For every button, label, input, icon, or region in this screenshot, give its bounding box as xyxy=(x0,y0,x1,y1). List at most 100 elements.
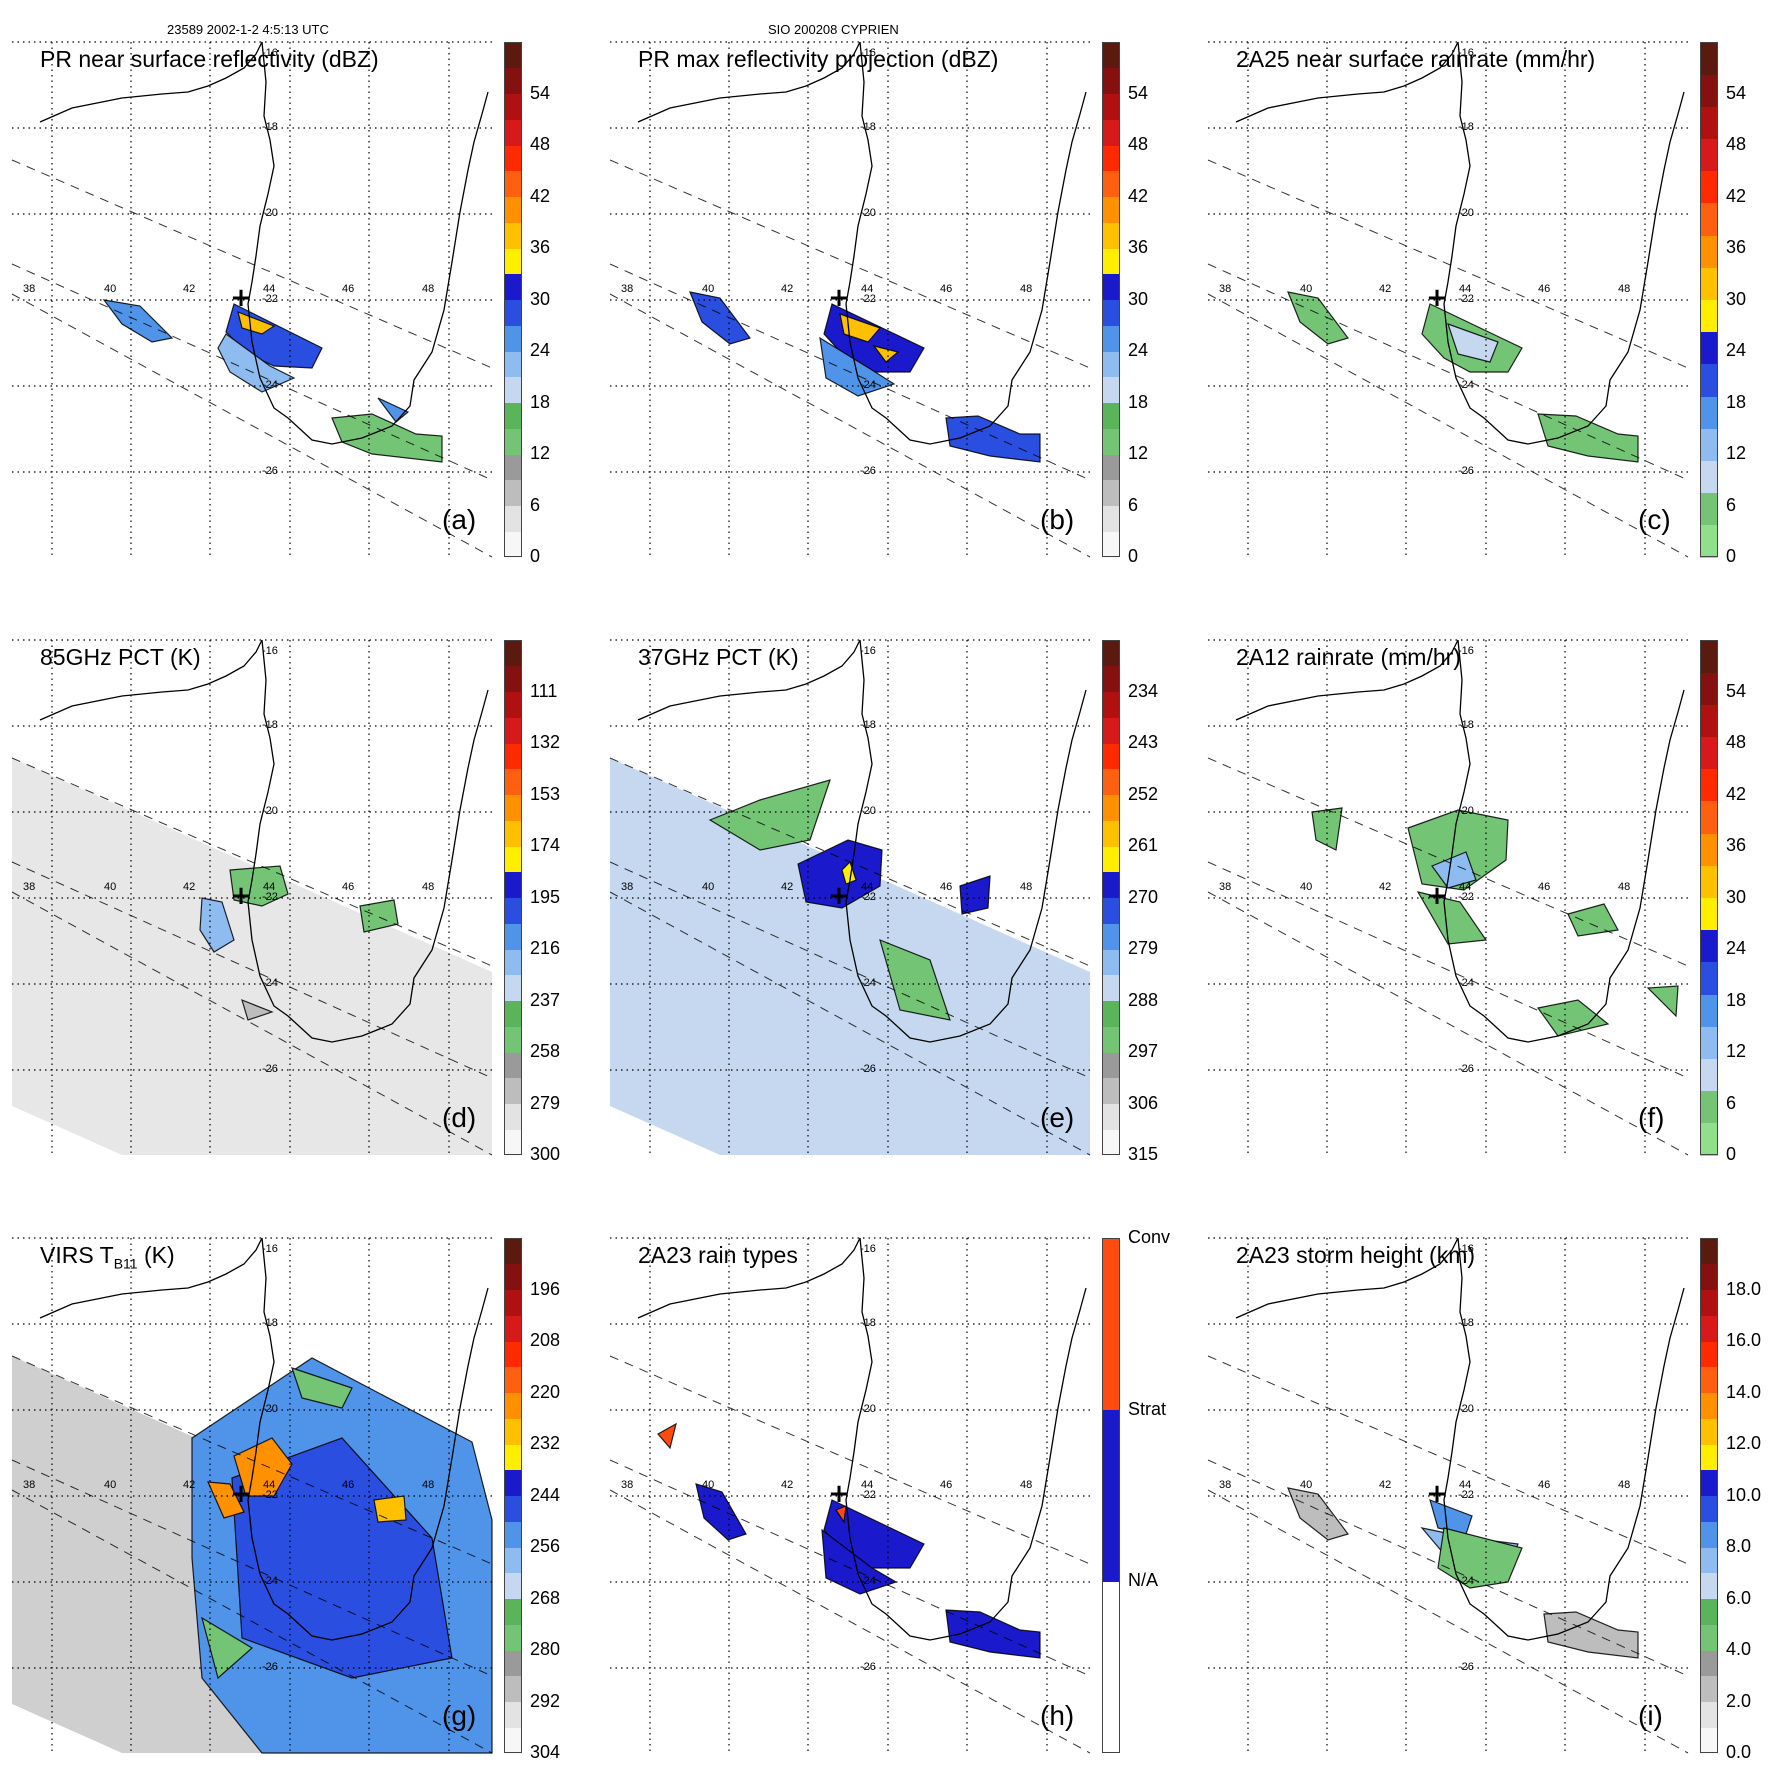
panel-letter: (d) xyxy=(442,1102,477,1133)
lat-tick-label: -20 xyxy=(860,207,876,219)
lat-tick-label: -20 xyxy=(262,207,278,219)
swath-edge-line xyxy=(11,293,493,558)
colorbar-segment xyxy=(1700,865,1718,898)
panel-title-text: 37GHz PCT (K) xyxy=(638,644,799,670)
colorbar-segment xyxy=(1700,1701,1718,1728)
swath-edge-line xyxy=(11,1489,493,1754)
lon-tick-label: 42 xyxy=(781,881,793,893)
colorbar-border xyxy=(1102,640,1120,1155)
colorbar-segment xyxy=(1700,1521,1718,1548)
lat-tick-label: -18 xyxy=(1458,121,1474,133)
lat-tick-label: -20 xyxy=(860,1403,876,1415)
data-region xyxy=(1287,291,1349,345)
colorbar-segment xyxy=(1700,1366,1718,1393)
lat-tick-label: -16 xyxy=(262,47,278,59)
colorbar-segment xyxy=(504,299,522,326)
colorbar-h xyxy=(1102,1238,1120,1754)
colorbar-label: Strat xyxy=(1128,1398,1167,1419)
colorbar-segment xyxy=(504,1000,522,1027)
colorbar-label: 268 xyxy=(530,1587,561,1608)
data-region xyxy=(835,1505,847,1524)
colorbar-segment xyxy=(504,1495,522,1522)
colorbar-segment xyxy=(504,325,522,352)
colorbar-label: 54 xyxy=(530,82,551,103)
colorbar-label: 30 xyxy=(1128,288,1149,309)
colorbar-label: 24 xyxy=(1726,938,1747,958)
colorbar-segment xyxy=(504,665,522,692)
data-region xyxy=(1287,1487,1349,1541)
lat-tick-label: -26 xyxy=(860,465,876,477)
colorbar-segment xyxy=(504,1444,522,1471)
colorbar-label: 300 xyxy=(530,1144,561,1164)
panel-title-subscript: B11 xyxy=(113,1255,138,1272)
data-region xyxy=(945,1609,1041,1659)
data-region xyxy=(201,1616,254,1680)
coastline xyxy=(637,1237,1087,1641)
lon-tick-label: 42 xyxy=(781,283,793,295)
data-region xyxy=(1447,323,1499,363)
colorbar-segment xyxy=(504,42,522,69)
lon-tick-label: 44 xyxy=(1459,283,1471,295)
data-region xyxy=(657,1422,677,1450)
data-region xyxy=(1416,891,1488,945)
colorbar-label: 36 xyxy=(1726,835,1747,855)
data-region xyxy=(797,839,883,909)
colorbar-label: 280 xyxy=(530,1639,561,1659)
storm-center-marker: + xyxy=(828,283,850,313)
coastline xyxy=(39,639,489,1043)
lat-tick-label: -18 xyxy=(860,121,876,133)
swath-edge-line xyxy=(11,1459,493,1677)
data-region xyxy=(373,1495,407,1523)
colorbar-segment xyxy=(1700,138,1718,172)
panel-title-text: PR near surface reflectivity (dBZ) xyxy=(40,46,379,72)
lon-tick-label: 38 xyxy=(621,283,633,295)
data-region xyxy=(199,897,235,953)
colorbar-segment xyxy=(1700,1495,1718,1522)
panel-e: 38 40 42 44 46 48 -16 -18 -20 -22 -24 -26 +37GHz PCT… xyxy=(609,639,1158,1164)
panel-title: 2A23 storm height (km) xyxy=(1236,1242,1475,1269)
panel-letter: (i) xyxy=(1638,1700,1663,1731)
lat-tick-label: -18 xyxy=(860,1317,876,1329)
data-region xyxy=(1543,1611,1639,1659)
colorbar-label: 261 xyxy=(1128,835,1159,855)
data-region xyxy=(331,413,443,463)
lat-tick-label: -16 xyxy=(1458,1243,1474,1255)
data-region xyxy=(102,299,174,343)
lon-tick-label: 44 xyxy=(861,881,873,893)
lon-tick-label: 44 xyxy=(263,283,275,295)
colorbar-segment xyxy=(504,820,522,847)
colorbar-border xyxy=(1102,1238,1120,1753)
lat-tick-label: -16 xyxy=(262,1243,278,1255)
colorbar-border xyxy=(504,1238,522,1753)
panel-title-text: 2A12 rainrate (mm/hr) xyxy=(1236,644,1461,670)
colorbar-segment xyxy=(1102,505,1120,532)
colorbar-label: 237 xyxy=(530,989,561,1010)
colorbar-segment xyxy=(504,1315,522,1342)
colorbar-segment xyxy=(1102,820,1120,847)
lat-tick-label: -20 xyxy=(1458,1403,1474,1415)
lat-tick-label: -26 xyxy=(860,1661,876,1673)
colorbar-segment xyxy=(1102,170,1120,197)
panel-title: VIRS TB11 (K) xyxy=(40,1242,175,1272)
colorbar-label: 30 xyxy=(530,288,551,309)
lon-tick-label: 48 xyxy=(422,1479,434,1491)
colorbar-segment xyxy=(504,1026,522,1053)
panel-letter: (f) xyxy=(1638,1102,1665,1133)
panel-b: 38 40 42 44 46 48 -16 -18 -20 -22 -24 -26 + PR max re… xyxy=(609,41,1150,566)
data-region xyxy=(237,311,276,335)
lat-tick-label: -22 xyxy=(860,1489,876,1501)
colorbar-segment xyxy=(1700,1263,1718,1290)
map-g: 38 40 42 44 46 48 -16 -18 -20 -22 -24 -26 + xyxy=(11,1237,493,1754)
colorbar-segment xyxy=(1102,42,1120,69)
swath-edge-line xyxy=(11,891,493,1156)
colorbar-label: 18 xyxy=(1726,391,1747,412)
lat-tick-label: -26 xyxy=(1458,465,1474,477)
colorbar-segment xyxy=(504,1547,522,1574)
colorbar-label: N/A xyxy=(1128,1570,1159,1591)
coastline xyxy=(637,41,1087,445)
panel-title-text: 85GHz PCT (K) xyxy=(40,644,201,670)
data-region xyxy=(819,336,896,397)
colorbar-label: 36 xyxy=(1726,237,1747,257)
lon-tick-label: 46 xyxy=(342,283,354,295)
colorbar-segment xyxy=(1700,331,1718,365)
